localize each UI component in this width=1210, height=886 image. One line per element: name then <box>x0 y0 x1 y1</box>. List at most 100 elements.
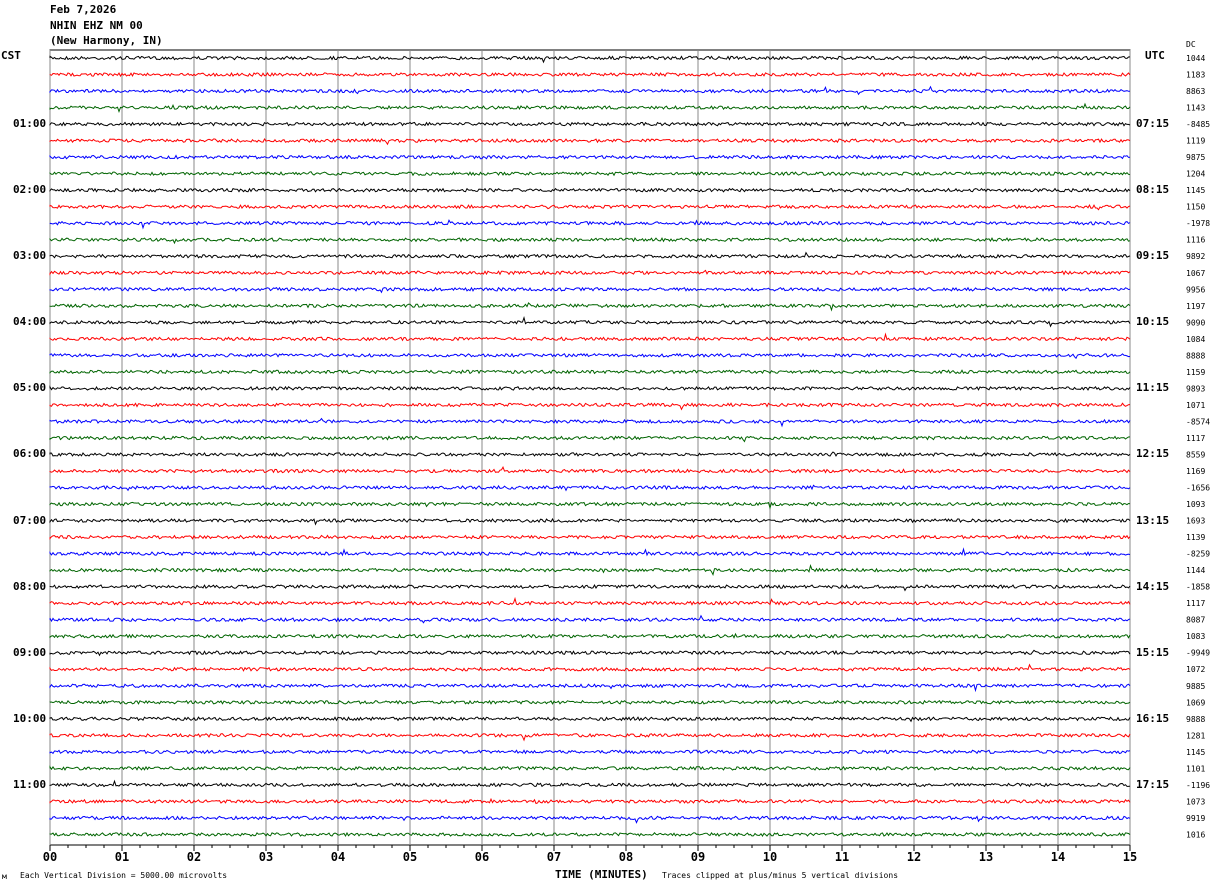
dc-offset: 1169 <box>1186 467 1205 476</box>
dc-offset: 1144 <box>1186 566 1205 575</box>
dc-offset: 1016 <box>1186 830 1205 839</box>
left-timezone: CST <box>1 49 21 62</box>
x-tick-label: 12 <box>907 850 921 864</box>
x-tick-label: 00 <box>43 850 57 864</box>
left-hour-label: 02:00 <box>13 183 47 197</box>
x-tick-label: 13 <box>979 850 993 864</box>
dc-offset: 9090 <box>1186 318 1205 327</box>
seismic-trace <box>49 332 1131 342</box>
dc-offset: 1072 <box>1186 665 1205 674</box>
dc-offset: 1073 <box>1186 797 1205 806</box>
dc-offset: 9885 <box>1186 682 1205 691</box>
seismic-trace <box>49 71 1131 78</box>
seismic-trace <box>49 765 1131 771</box>
right-timezone: UTC <box>1145 49 1165 62</box>
dc-offset: -1978 <box>1186 219 1210 228</box>
left-hour-label: 07:00 <box>13 513 47 527</box>
seismic-trace <box>49 402 1131 411</box>
seismic-trace <box>49 596 1131 606</box>
right-hour-label: 17:15 <box>1136 777 1170 791</box>
dc-offset: 1044 <box>1186 54 1205 63</box>
seismic-trace <box>49 649 1131 657</box>
seismic-trace <box>49 369 1131 375</box>
seismic-trace <box>49 121 1131 127</box>
dc-offset: 9893 <box>1186 384 1205 393</box>
dc-offset: 8559 <box>1186 450 1205 459</box>
seismic-trace <box>49 435 1131 443</box>
dc-offset: 1069 <box>1186 698 1205 707</box>
seismic-trace <box>49 779 1131 788</box>
left-hour-label: 05:00 <box>13 381 47 395</box>
dc-offset: -1858 <box>1186 583 1210 592</box>
x-tick-label: 02 <box>187 850 201 864</box>
seismic-trace <box>49 204 1131 211</box>
dc-offset: 1143 <box>1186 104 1205 113</box>
seismic-trace <box>49 815 1131 824</box>
seismic-trace <box>49 385 1131 391</box>
dc-offset: 8888 <box>1186 351 1205 360</box>
seismic-trace <box>49 154 1131 160</box>
x-tick-label: 05 <box>403 850 417 864</box>
right-hour-label: 08:15 <box>1136 183 1170 197</box>
seismic-trace <box>49 501 1131 510</box>
x-tick-label: 06 <box>475 850 489 864</box>
right-hour-label: 13:15 <box>1136 513 1170 527</box>
seismic-trace <box>49 614 1131 624</box>
left-hour-label: 11:00 <box>13 777 47 791</box>
seismic-trace <box>49 286 1131 294</box>
dc-offset: 1693 <box>1186 517 1205 526</box>
date: Feb 7,2026 <box>50 3 117 16</box>
dc-offset: 8087 <box>1186 616 1205 625</box>
right-hour-label: 15:15 <box>1136 645 1170 659</box>
dc-offset: 1150 <box>1186 203 1205 212</box>
seismic-trace <box>49 584 1131 592</box>
dc-offset: 9919 <box>1186 814 1205 823</box>
seismic-trace <box>49 547 1131 557</box>
left-hour-label: 06:00 <box>13 447 47 461</box>
seismic-trace <box>49 85 1131 96</box>
seismic-trace <box>49 749 1131 755</box>
seismic-trace <box>49 517 1131 526</box>
seismic-trace <box>49 683 1131 693</box>
dc-offset: 1139 <box>1186 533 1205 542</box>
left-hour-label: 09:00 <box>13 645 47 659</box>
left-hour-label: 01:00 <box>13 117 47 131</box>
right-hour-label: 10:15 <box>1136 315 1170 329</box>
right-hour-label: 11:15 <box>1136 381 1170 395</box>
seismic-trace <box>49 484 1131 492</box>
dc-offset: 9956 <box>1186 285 1205 294</box>
dc-offset: 1101 <box>1186 764 1205 773</box>
right-hour-label: 07:15 <box>1136 117 1170 131</box>
dc-offset: 1117 <box>1186 599 1205 608</box>
seismic-trace <box>49 417 1131 428</box>
dc-offset: 1159 <box>1186 368 1205 377</box>
dc-offset: -1656 <box>1186 484 1210 493</box>
right-hour-label: 16:15 <box>1136 711 1170 725</box>
dc-offset: 8863 <box>1186 87 1205 96</box>
station: NHIN EHZ NM 00 <box>50 19 143 32</box>
dc-label: DC <box>1186 40 1196 49</box>
right-hour-label: 09:15 <box>1136 249 1170 263</box>
seismic-trace <box>49 251 1131 259</box>
right-hour-label: 12:15 <box>1136 447 1170 461</box>
dc-offset: 1084 <box>1186 335 1205 344</box>
left-hour-label: 08:00 <box>13 579 47 593</box>
dc-offset: 1067 <box>1186 269 1205 278</box>
dc-offset: 1281 <box>1186 731 1205 740</box>
seismic-trace <box>49 466 1131 474</box>
x-tick-label: 08 <box>619 850 633 864</box>
clip-note: Traces clipped at plus/minus 5 vertical … <box>662 871 899 880</box>
dc-offset: 1071 <box>1186 401 1205 410</box>
seismic-trace <box>49 55 1131 64</box>
scale-note: Each Vertical Division = 5000.00 microvo… <box>20 871 228 880</box>
x-tick-label: 01 <box>115 850 129 864</box>
dc-offset: 1117 <box>1186 434 1205 443</box>
dc-offset: -9949 <box>1186 649 1210 658</box>
dc-offset: 1119 <box>1186 137 1205 146</box>
dc-offset: 9888 <box>1186 715 1205 724</box>
seismic-trace <box>49 237 1131 245</box>
seismic-trace <box>49 451 1131 458</box>
seismic-trace <box>49 632 1131 639</box>
